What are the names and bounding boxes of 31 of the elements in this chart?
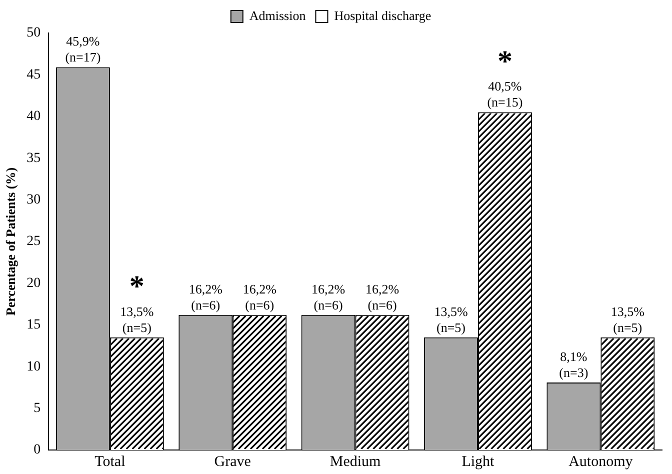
- y-tick-label: 15: [26, 318, 41, 333]
- data-label: 40,5% (n=15): [487, 78, 523, 110]
- y-tick-label: 0: [34, 442, 41, 458]
- x-tick-label: Medium: [330, 454, 382, 470]
- data-label: 13,5% (n=5): [434, 304, 468, 335]
- y-tick-label: 25: [26, 234, 41, 250]
- annotation: *: [497, 44, 512, 78]
- y-tick-label: 10: [26, 359, 41, 374]
- x-tick-label: Grave: [214, 454, 252, 470]
- data-label: 16,2% (n=6): [365, 281, 400, 312]
- y-axis-title: Percentage of Patients (%): [3, 167, 18, 316]
- data-label: 16,2% (n=6): [188, 281, 223, 312]
- data-label: 16,2% (n=6): [312, 281, 346, 312]
- annotation: *: [129, 270, 144, 304]
- x-tick-label: Autonomy: [568, 454, 634, 470]
- x-tick-label: Total: [94, 454, 126, 470]
- y-tick-label: 40: [26, 109, 41, 124]
- y-tick-label: 5: [34, 400, 41, 416]
- y-tick-label: 35: [26, 150, 41, 166]
- data-label: 45,9% (n=17): [65, 34, 101, 65]
- y-tick-label: 45: [26, 67, 41, 82]
- data-label: 13,5% (n=5): [610, 304, 645, 335]
- y-tick-label: 20: [26, 276, 41, 291]
- x-tick-label: Light: [462, 454, 496, 470]
- data-label: 13,5% (n=5): [120, 304, 154, 335]
- legend-label: Hospital discharge: [334, 8, 432, 23]
- data-label: 8,1% (n=3): [559, 348, 588, 380]
- data-label: 16,2% (n=6): [242, 281, 277, 312]
- y-tick-label: 50: [26, 26, 41, 41]
- y-tick-label: 30: [26, 192, 41, 208]
- legend-label: Admission: [249, 8, 306, 23]
